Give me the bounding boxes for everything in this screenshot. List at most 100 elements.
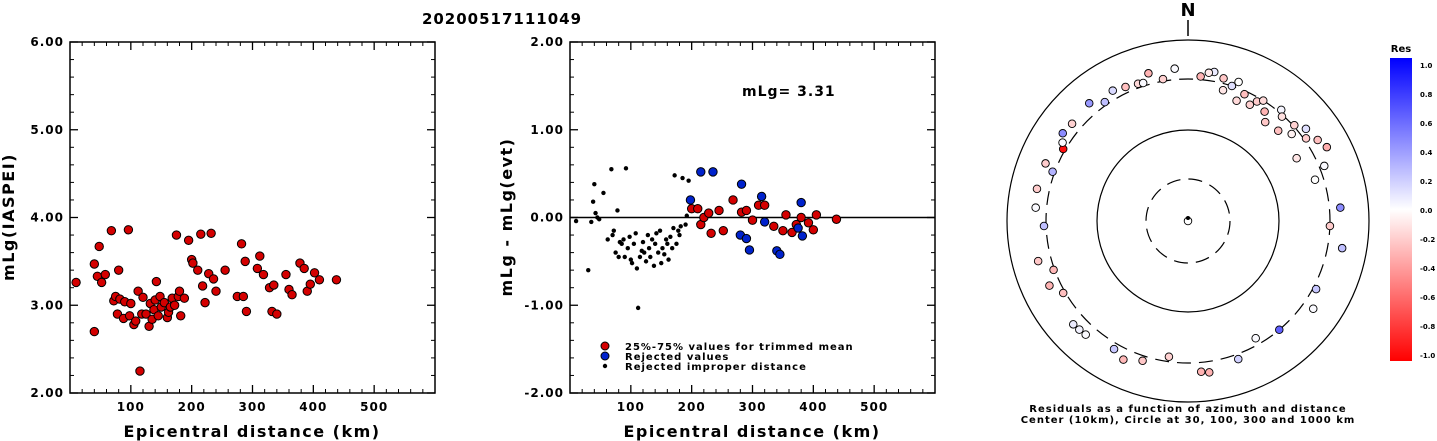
- trimmed-mean-point: [704, 208, 714, 218]
- improper-distance-point: [592, 181, 597, 187]
- station-residual-point: [1041, 159, 1050, 168]
- improper-distance-point: [615, 208, 620, 213]
- improper-distance-point: [610, 232, 615, 238]
- improper-distance-point: [625, 246, 630, 251]
- magnitude-point: [240, 256, 250, 267]
- magnitude-point: [113, 265, 124, 275]
- rejected-point: [756, 191, 767, 202]
- residual-x-axis-label: Epicentral distance (km): [623, 422, 880, 441]
- residual-points: [573, 166, 842, 311]
- improper-distance-point: [633, 231, 638, 236]
- improper-distance-point: [601, 190, 606, 196]
- station-residual-point: [1322, 142, 1332, 152]
- colorbar-title: Res: [1391, 44, 1411, 55]
- residual-y-tick-label: 0.00: [530, 211, 564, 225]
- trimmed-mean-point: [714, 205, 724, 216]
- station-residual-point: [1049, 265, 1058, 275]
- improper-distance-point: [676, 228, 681, 233]
- station-residual-point: [1301, 134, 1311, 143]
- north-label: N: [1180, 0, 1195, 21]
- improper-distance-point: [627, 234, 632, 240]
- station-residual-point: [1069, 320, 1078, 329]
- magnitude-x-axis-label: Epicentral distance (km): [123, 422, 380, 441]
- magnitude-point: [252, 263, 263, 274]
- station-residual-point: [1258, 96, 1268, 105]
- station-residual-point: [1164, 352, 1174, 362]
- event-magnitude-annotation: mLg= 3.31: [742, 84, 836, 100]
- rejected-point: [744, 245, 755, 255]
- magnitude-y-tick-label: 4.00: [30, 211, 64, 225]
- trimmed-mean-point: [778, 225, 788, 236]
- improper-distance-point: [611, 228, 616, 233]
- residual-x-tick-label: 100: [617, 400, 645, 414]
- station-residual-point: [1138, 78, 1148, 88]
- improper-distance-point: [683, 222, 688, 227]
- improper-distance-point: [621, 237, 626, 242]
- improper-distance-point: [605, 237, 610, 242]
- outer-circle-1000km: [1006, 39, 1370, 403]
- improper-distance-point: [637, 254, 643, 260]
- improper-distance-point: [665, 241, 670, 247]
- magnitude-point: [89, 259, 100, 269]
- legend-marker-rejected: [600, 351, 610, 361]
- station-residual-point: [1058, 129, 1068, 138]
- legend-marker-improper: [602, 363, 608, 369]
- colorbar-tick-label: -0.4: [1420, 265, 1435, 273]
- station-residual-point: [1245, 100, 1255, 110]
- residual-x-tick-labels: 100 200 300 400 500: [617, 400, 887, 414]
- station-residual-point: [1260, 117, 1270, 127]
- magnitude-point: [176, 311, 186, 321]
- magnitude-point: [314, 275, 325, 285]
- magnitude-point: [206, 228, 216, 238]
- magnitude-point: [126, 298, 136, 309]
- magnitude-point: [238, 291, 249, 302]
- residual-colorbar: Res 1.0 0.8 0.6 0.4 0.2 0.0 -0.2 -0.4 -0.6 -0.8 -1…: [1390, 44, 1435, 361]
- magnitude-point: [258, 269, 269, 280]
- residual-panel: -2.00 -1.00 0.00 1.00 2.00 100 200 300 400 500 E…: [497, 35, 936, 441]
- legend-label-improper: Rejected improper distance: [625, 362, 807, 373]
- trimmed-mean-point: [747, 215, 758, 225]
- magnitude-x-tick-label: 100: [117, 400, 145, 414]
- station-residual-point: [1119, 355, 1128, 364]
- station-residual-point: [1275, 325, 1284, 335]
- rejected-point: [759, 217, 770, 227]
- magnitude-point: [236, 239, 247, 249]
- improper-distance-point: [616, 254, 621, 260]
- colorbar-tick-label: -0.6: [1420, 294, 1435, 302]
- improper-distance-point: [659, 260, 664, 266]
- magnitude-point: [131, 316, 141, 326]
- magnitude-panel: 2.00 3.00 4.00 5.00 6.00 100 200 300 400 500 Epi…: [0, 35, 436, 441]
- station-residual-point: [1320, 161, 1329, 171]
- station-residual-point: [1084, 99, 1094, 108]
- circle-100km: [1096, 129, 1280, 313]
- rejected-point: [736, 179, 747, 189]
- magnitude-y-tick-label: 6.00: [30, 35, 64, 49]
- residual-x-tick-label: 400: [799, 400, 827, 414]
- chart-title: 20200517111049: [422, 10, 582, 28]
- residual-y-axis-label: mLg - mLg(evt): [497, 138, 516, 297]
- station-residual-point: [1196, 367, 1206, 376]
- station-residual-point: [1325, 221, 1335, 231]
- magnitude-point: [135, 366, 145, 376]
- improper-distance-point: [645, 232, 651, 238]
- improper-distance-point: [613, 250, 618, 255]
- station-residual-point: [1301, 124, 1311, 134]
- station-residual-point: [1308, 304, 1318, 313]
- legend-label-rejected: Rejected values: [625, 352, 729, 363]
- station-residual-point: [1138, 356, 1147, 366]
- improper-distance-point: [657, 228, 663, 233]
- magnitude-point: [179, 293, 190, 303]
- residual-x-tick-label: 200: [678, 400, 706, 414]
- trimmed-mean-point: [803, 218, 814, 228]
- rejected-point: [741, 233, 752, 244]
- improper-distance-point: [671, 225, 676, 231]
- station-residual-point: [1234, 354, 1243, 364]
- improper-distance-point: [686, 178, 691, 183]
- magnitude-point: [193, 265, 203, 275]
- magnitude-point: [305, 279, 315, 289]
- improper-distance-point: [642, 250, 647, 255]
- improper-distance-point: [589, 219, 594, 225]
- station-residual-point: [1290, 121, 1299, 130]
- colorbar-tick-label: 0.8: [1420, 91, 1433, 99]
- improper-distance-point: [597, 217, 602, 222]
